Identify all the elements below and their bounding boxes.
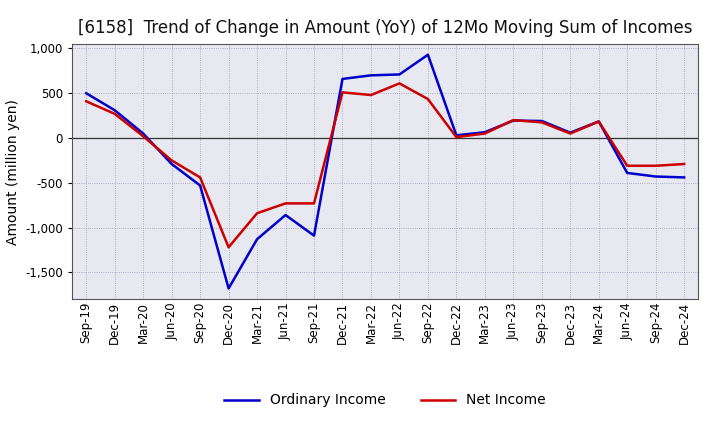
Net Income bbox=[566, 131, 575, 136]
Net Income bbox=[196, 175, 204, 180]
Ordinary Income bbox=[110, 108, 119, 113]
Ordinary Income bbox=[595, 119, 603, 124]
Ordinary Income bbox=[395, 72, 404, 77]
Net Income bbox=[537, 120, 546, 125]
Line: Net Income: Net Income bbox=[86, 84, 684, 247]
Net Income bbox=[623, 163, 631, 169]
Ordinary Income bbox=[652, 174, 660, 179]
Net Income bbox=[82, 99, 91, 104]
Ordinary Income bbox=[452, 133, 461, 138]
Net Income bbox=[652, 163, 660, 169]
Net Income bbox=[423, 96, 432, 102]
Ordinary Income bbox=[366, 73, 375, 78]
Net Income bbox=[225, 245, 233, 250]
Ordinary Income bbox=[537, 118, 546, 124]
Net Income bbox=[595, 119, 603, 124]
Net Income bbox=[282, 201, 290, 206]
Ordinary Income bbox=[566, 130, 575, 135]
Net Income bbox=[395, 81, 404, 86]
Ordinary Income bbox=[310, 233, 318, 238]
Net Income bbox=[680, 161, 688, 167]
Net Income bbox=[366, 92, 375, 98]
Ordinary Income bbox=[423, 52, 432, 57]
Ordinary Income bbox=[480, 129, 489, 135]
Ordinary Income bbox=[623, 170, 631, 176]
Net Income bbox=[253, 211, 261, 216]
Ordinary Income bbox=[225, 286, 233, 291]
Net Income bbox=[310, 201, 318, 206]
Net Income bbox=[480, 131, 489, 136]
Ordinary Income bbox=[167, 161, 176, 167]
Net Income bbox=[110, 111, 119, 117]
Ordinary Income bbox=[139, 131, 148, 136]
Ordinary Income bbox=[196, 183, 204, 188]
Net Income bbox=[338, 90, 347, 95]
Ordinary Income bbox=[680, 175, 688, 180]
Net Income bbox=[509, 117, 518, 123]
Ordinary Income bbox=[253, 237, 261, 242]
Net Income bbox=[167, 158, 176, 163]
Y-axis label: Amount (million yen): Amount (million yen) bbox=[6, 99, 19, 245]
Ordinary Income bbox=[82, 91, 91, 96]
Legend: Ordinary Income, Net Income: Ordinary Income, Net Income bbox=[219, 388, 552, 413]
Line: Ordinary Income: Ordinary Income bbox=[86, 55, 684, 289]
Ordinary Income bbox=[282, 213, 290, 218]
Ordinary Income bbox=[509, 118, 518, 123]
Ordinary Income bbox=[338, 76, 347, 81]
Title: [6158]  Trend of Change in Amount (YoY) of 12Mo Moving Sum of Incomes: [6158] Trend of Change in Amount (YoY) o… bbox=[78, 19, 693, 37]
Net Income bbox=[452, 135, 461, 140]
Net Income bbox=[139, 134, 148, 139]
